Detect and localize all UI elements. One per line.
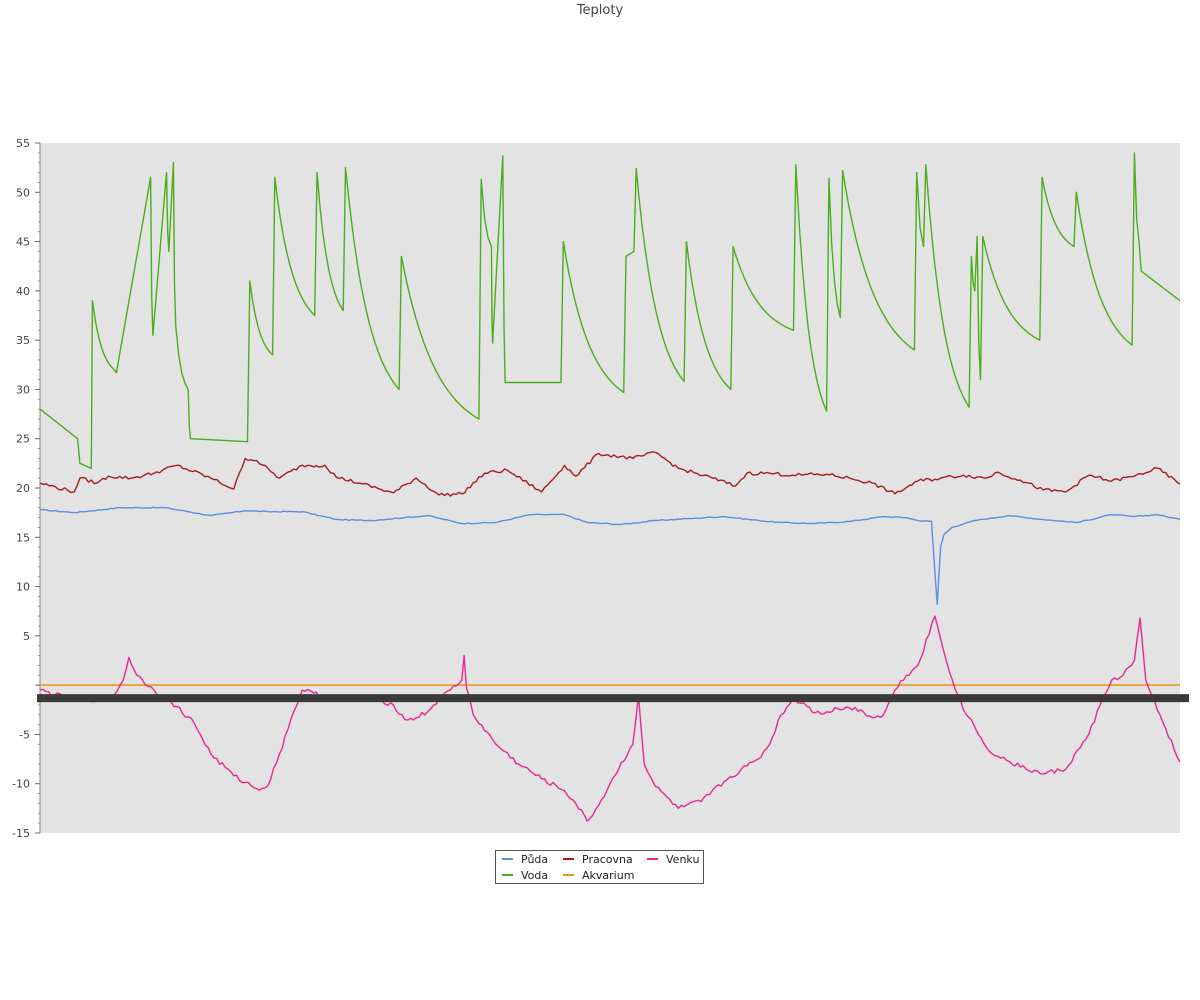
- y-tick-label: 15: [16, 531, 30, 544]
- legend-label-venku: Venku: [666, 853, 700, 866]
- plot-area: [40, 143, 1180, 833]
- series-line-voda: [39, 152, 1181, 469]
- legend-swatch-puda: [502, 858, 513, 860]
- legend-entry-akvarium[interactable]: Akvarium: [563, 869, 634, 883]
- y-tick-label: 20: [16, 482, 30, 495]
- legend-label-voda: Voda: [521, 869, 549, 882]
- legend-swatch-akvarium: [563, 874, 574, 876]
- legend-swatch-voda: [502, 874, 513, 876]
- legend-entry-pracovna[interactable]: Pracovna: [563, 853, 633, 867]
- y-tick-label: 10: [16, 581, 30, 594]
- y-tick-label: 45: [16, 236, 30, 249]
- legend-entry-venku[interactable]: Venku: [647, 853, 699, 867]
- series-line-puda: [39, 506, 1181, 605]
- legend-swatch-pracovna: [563, 858, 574, 860]
- legend-swatch-venku: [647, 858, 658, 860]
- y-tick-label: -15: [12, 827, 30, 840]
- x-axis: [37, 694, 1189, 703]
- y-tick-label: 30: [16, 383, 30, 396]
- legend-entry-puda[interactable]: Půda: [502, 853, 548, 867]
- series-line-venku: [39, 615, 1181, 822]
- y-tick-label: 5: [23, 630, 30, 643]
- series-line-pracovna: [39, 451, 1181, 497]
- legend-label-puda: Půda: [521, 853, 549, 866]
- x-tick-band: [37, 694, 1189, 703]
- y-tick-label: 35: [16, 334, 30, 347]
- y-tick-label: 40: [16, 285, 30, 298]
- y-tick-label: -5: [19, 728, 30, 741]
- y-axis: -15 -10 -5 5 10 15 20 25 30 35 40 45 50 55: [12, 137, 40, 840]
- y-tick-label: -10: [12, 778, 30, 791]
- legend-label-akvarium: Akvarium: [582, 869, 635, 882]
- y-tick-label: 25: [16, 433, 30, 446]
- chart-title: Teploty: [576, 3, 624, 18]
- legend-label-pracovna: Pracovna: [582, 853, 633, 866]
- legend-entry-voda[interactable]: Voda: [502, 869, 548, 883]
- y-tick-label: 50: [16, 186, 30, 199]
- series-layer: [39, 152, 1181, 822]
- y-tick-label: 55: [16, 137, 30, 150]
- legend: Půda Pracovna Venku Voda Akvarium: [495, 850, 704, 884]
